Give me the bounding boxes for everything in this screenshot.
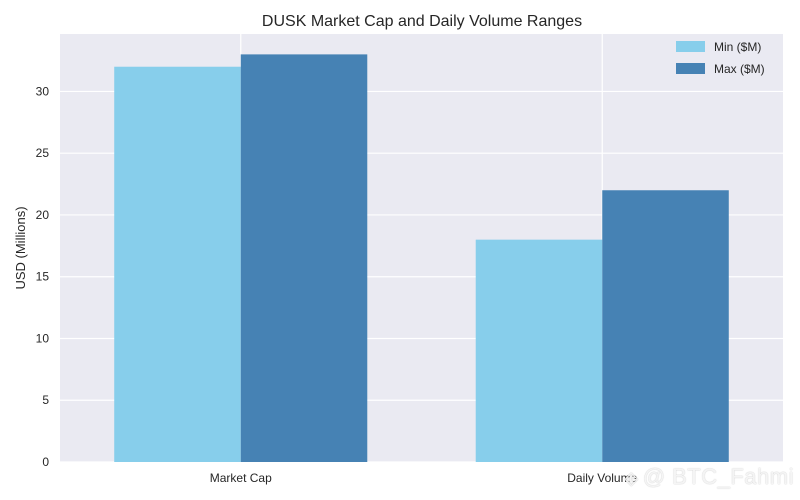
y-tick-label: 25 <box>36 146 50 160</box>
x-tick-label: Daily Volume <box>567 471 637 485</box>
y-tick-label: 5 <box>42 393 49 407</box>
watermark: ◈ @ BTC_Fahmi <box>624 464 794 490</box>
y-tick-label: 0 <box>42 455 49 469</box>
y-axis-label: USD (Millions) <box>13 206 28 289</box>
legend-label: Min ($M) <box>714 40 761 54</box>
y-tick-label: 30 <box>36 84 50 98</box>
y-tick-label: 10 <box>36 331 50 345</box>
legend-swatch <box>676 41 705 52</box>
bars <box>114 54 729 463</box>
axis-ticks: 0 5 10 15 20 25 30 Market Cap Daily Volume <box>36 84 638 485</box>
chart-title: DUSK Market Cap and Daily Volume Ranges <box>262 13 582 30</box>
bar <box>114 66 241 463</box>
bar <box>240 54 368 462</box>
x-tick-label: Market Cap <box>210 471 272 485</box>
diamond-logo-icon: ◈ <box>624 468 639 488</box>
y-tick-label: 20 <box>36 208 50 222</box>
legend-label: Max ($M) <box>714 62 765 76</box>
legend: Min ($M) Max ($M) <box>676 40 765 76</box>
bar <box>602 190 729 462</box>
bar <box>475 239 603 462</box>
y-tick-label: 15 <box>36 270 50 284</box>
watermark-text: @ BTC_Fahmi <box>642 464 794 489</box>
legend-swatch <box>676 63 705 74</box>
